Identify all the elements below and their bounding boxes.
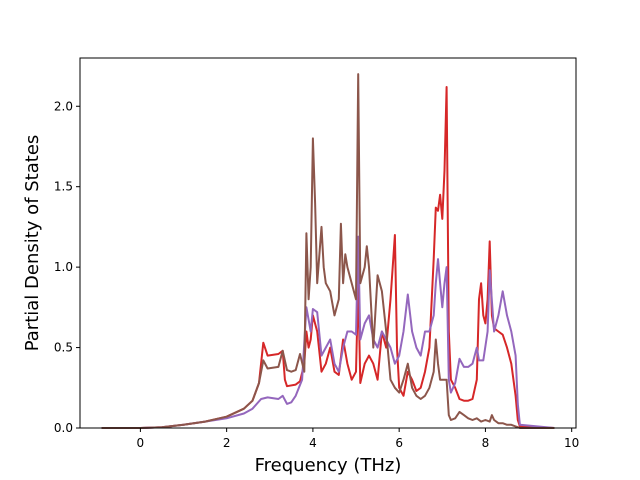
x-tick-label: 0 [137, 436, 145, 450]
series-lines [101, 73, 555, 429]
series-line-2 [101, 235, 555, 429]
x-tick-label: 2 [223, 436, 231, 450]
x-tick-label: 8 [482, 436, 490, 450]
x-tick-label: 6 [395, 436, 403, 450]
series-line-3 [101, 73, 555, 429]
y-tick-label: 1.5 [54, 180, 73, 194]
y-tick-label: 0.5 [54, 341, 73, 355]
y-tick-label: 0.0 [54, 421, 73, 435]
y-tick-label: 2.0 [54, 99, 73, 113]
y-axis-ticks: 0.0 0.5 1.0 1.5 2.0 [54, 99, 80, 435]
x-tick-label: 10 [564, 436, 579, 450]
y-tick-label: 1.0 [54, 260, 73, 274]
series-line-1 [101, 86, 555, 429]
x-axis-label: Frequency (THz) [255, 455, 402, 476]
plot-frame [79, 57, 577, 429]
x-tick-label: 4 [309, 436, 317, 450]
x-axis-ticks: 0 2 4 6 8 10 [137, 428, 579, 450]
y-axis-label: Partial Density of States [22, 135, 43, 352]
